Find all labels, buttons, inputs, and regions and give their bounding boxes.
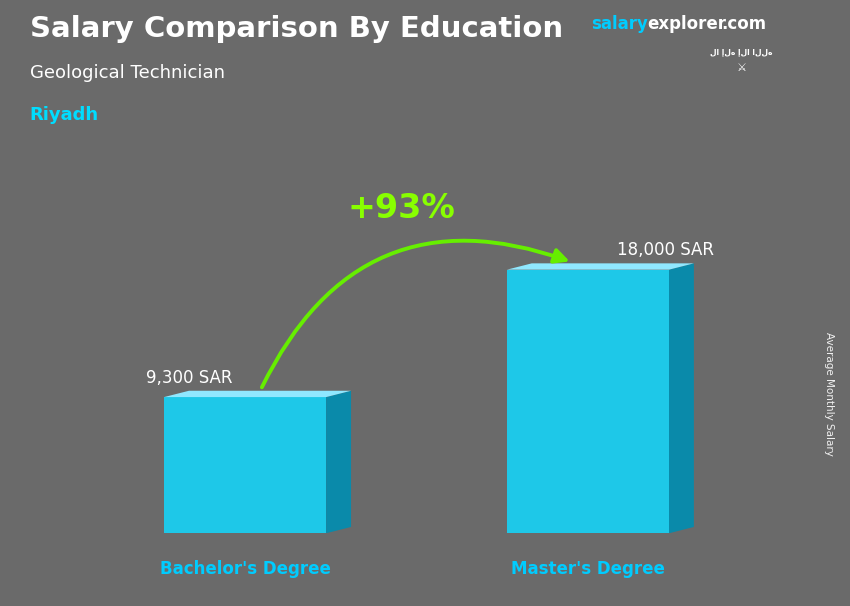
Polygon shape bbox=[669, 264, 694, 533]
Text: 9,300 SAR: 9,300 SAR bbox=[145, 369, 232, 387]
Text: .com: .com bbox=[721, 15, 766, 33]
Text: +93%: +93% bbox=[347, 191, 455, 225]
Bar bbox=[164, 397, 326, 533]
Text: Bachelor's Degree: Bachelor's Degree bbox=[160, 560, 331, 578]
Polygon shape bbox=[507, 264, 694, 270]
Text: explorer: explorer bbox=[648, 15, 727, 33]
Polygon shape bbox=[164, 391, 351, 397]
Text: ⚔: ⚔ bbox=[737, 62, 746, 73]
Text: لا إله إلا الله: لا إله إلا الله bbox=[711, 48, 773, 57]
Text: Riyadh: Riyadh bbox=[30, 106, 99, 124]
Text: Salary Comparison By Education: Salary Comparison By Education bbox=[30, 15, 563, 43]
Polygon shape bbox=[326, 391, 351, 533]
Text: Average Monthly Salary: Average Monthly Salary bbox=[824, 332, 834, 456]
Text: salary: salary bbox=[591, 15, 648, 33]
Text: Master's Degree: Master's Degree bbox=[511, 560, 665, 578]
Bar bbox=[507, 270, 669, 533]
Text: 18,000 SAR: 18,000 SAR bbox=[617, 241, 714, 259]
Text: Geological Technician: Geological Technician bbox=[30, 64, 224, 82]
